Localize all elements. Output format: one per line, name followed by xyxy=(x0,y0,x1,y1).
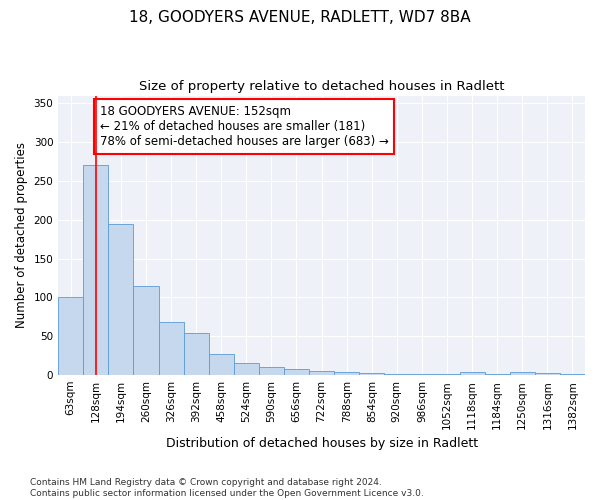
Bar xyxy=(234,362,259,375)
Bar xyxy=(409,374,434,375)
Bar xyxy=(485,374,510,375)
Bar xyxy=(434,374,460,375)
Bar xyxy=(385,374,409,375)
Bar xyxy=(510,372,535,375)
Text: 18 GOODYERS AVENUE: 152sqm
← 21% of detached houses are smaller (181)
78% of sem: 18 GOODYERS AVENUE: 152sqm ← 21% of deta… xyxy=(100,105,388,148)
Bar xyxy=(209,354,234,375)
Bar xyxy=(109,224,133,375)
Bar xyxy=(284,369,309,375)
Bar xyxy=(184,333,209,375)
Title: Size of property relative to detached houses in Radlett: Size of property relative to detached ho… xyxy=(139,80,505,93)
Bar xyxy=(309,371,334,375)
Bar xyxy=(359,372,385,375)
Bar xyxy=(58,298,83,375)
X-axis label: Distribution of detached houses by size in Radlett: Distribution of detached houses by size … xyxy=(166,437,478,450)
Bar xyxy=(560,374,585,375)
Bar xyxy=(535,372,560,375)
Bar xyxy=(334,372,359,375)
Bar xyxy=(133,286,158,375)
Bar xyxy=(460,372,485,375)
Bar xyxy=(83,166,109,375)
Bar xyxy=(259,368,284,375)
Text: Contains HM Land Registry data © Crown copyright and database right 2024.
Contai: Contains HM Land Registry data © Crown c… xyxy=(30,478,424,498)
Text: 18, GOODYERS AVENUE, RADLETT, WD7 8BA: 18, GOODYERS AVENUE, RADLETT, WD7 8BA xyxy=(129,10,471,25)
Y-axis label: Number of detached properties: Number of detached properties xyxy=(15,142,28,328)
Bar xyxy=(158,322,184,375)
